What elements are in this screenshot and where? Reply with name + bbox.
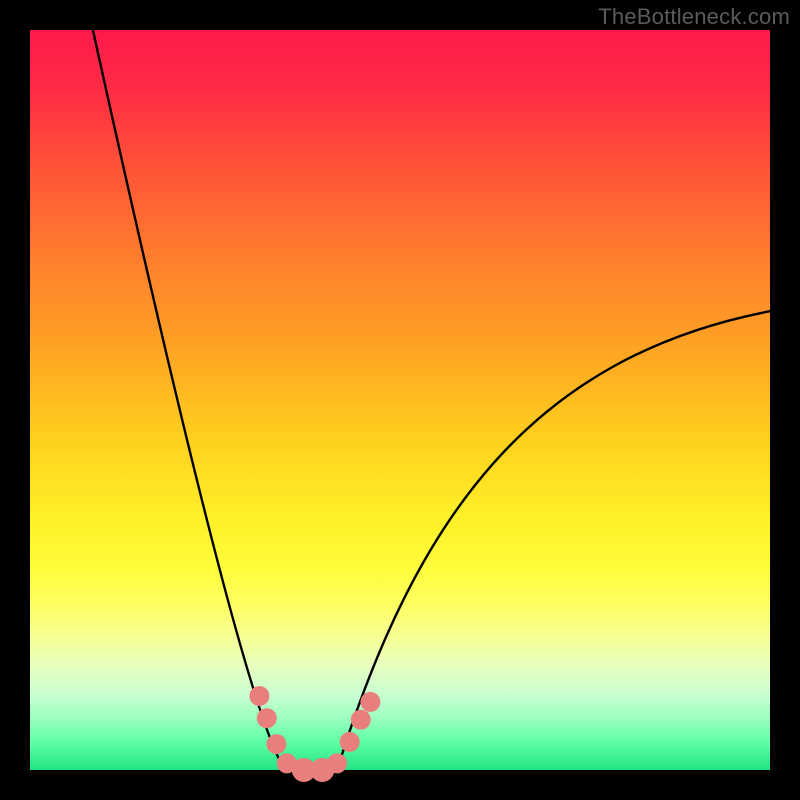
data-point (249, 686, 269, 706)
chart-container: TheBottleneck.com (0, 0, 800, 800)
bottleneck-chart-svg (0, 0, 800, 800)
data-point (360, 692, 380, 712)
data-point (340, 732, 360, 752)
plot-area (30, 30, 770, 770)
data-point (351, 710, 371, 730)
data-point (327, 753, 347, 773)
watermark-text: TheBottleneck.com (598, 4, 790, 30)
data-point (257, 708, 277, 728)
data-point (266, 734, 286, 754)
